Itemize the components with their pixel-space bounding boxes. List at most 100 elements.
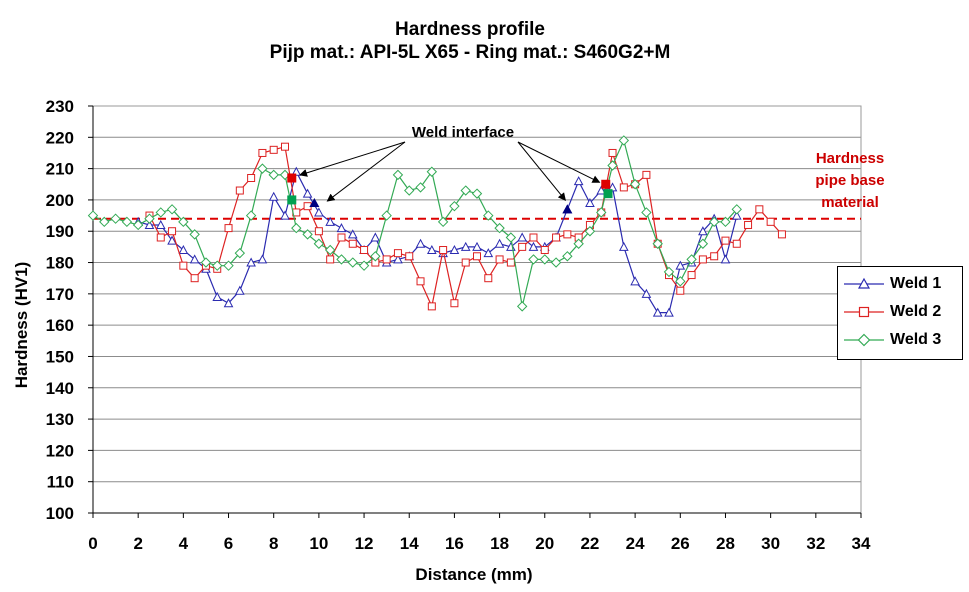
data-point-weld-3 [539, 254, 550, 265]
chart-title: Hardness profile [395, 19, 545, 40]
data-point-weld-3 [178, 216, 189, 228]
data-point-weld-2 [755, 205, 764, 214]
data-point-weld-1 [641, 288, 652, 298]
data-point-weld-3 [336, 254, 347, 265]
data-point-weld-1 [664, 307, 674, 317]
data-point-weld-2 [744, 220, 753, 229]
x-tick-label-8: 8 [269, 534, 278, 553]
chart-title-block: Hardness profile Pijp mat.: API-5L X65 -… [0, 18, 940, 64]
data-point-weld-3 [607, 160, 618, 171]
data-point-weld-3 [404, 185, 415, 196]
y-tick-label-180: 180 [46, 254, 74, 273]
data-point-weld-2 [473, 252, 481, 261]
data-point-weld-1 [189, 254, 200, 264]
data-point-weld-3 [110, 213, 121, 224]
interface-point-weld-2 [601, 179, 611, 189]
data-point-weld-3 [324, 244, 336, 256]
data-point-weld-3 [584, 226, 596, 237]
data-point-weld-3 [268, 169, 279, 181]
data-point-weld-1 [144, 219, 155, 229]
data-point-weld-2 [721, 236, 730, 245]
weld-interface-annotation: Weld interface [299, 124, 601, 202]
data-point-weld-2 [563, 230, 572, 239]
data-point-weld-2 [484, 274, 493, 283]
data-point-weld-2 [427, 302, 436, 311]
data-point-weld-3 [87, 210, 99, 221]
data-point-weld-2 [405, 252, 414, 261]
x-tick-label-32: 32 [806, 534, 825, 553]
data-point-weld-3 [686, 254, 697, 265]
data-point-weld-3 [437, 216, 449, 228]
data-point-weld-2 [518, 242, 527, 251]
data-point-weld-2 [337, 233, 346, 242]
data-point-weld-3 [370, 251, 381, 262]
data-point-weld-1 [449, 244, 460, 255]
data-point-weld-2 [732, 239, 741, 248]
series-line-weld-2 [148, 145, 783, 309]
data-point-weld-2 [439, 246, 448, 255]
data-point-weld-1 [460, 241, 471, 251]
data-point-weld-1 [178, 244, 189, 255]
interface-point-weld-1 [309, 198, 320, 208]
x-tick-label-34: 34 [852, 534, 871, 553]
data-point-weld-3 [449, 200, 460, 212]
data-point-weld-2 [326, 255, 335, 264]
data-point-weld-1 [675, 260, 686, 270]
data-point-weld-1 [167, 235, 177, 245]
data-point-weld-1 [731, 210, 742, 220]
data-point-weld-2 [360, 246, 369, 255]
data-point-weld-3 [132, 219, 144, 231]
data-point-weld-1 [268, 191, 279, 201]
series-weld-2 [145, 142, 786, 311]
y-tick-label-100: 100 [46, 504, 74, 523]
series-layer [87, 135, 786, 317]
data-point-weld-2 [168, 227, 177, 236]
x-tick-label-0: 0 [88, 534, 97, 553]
legend-item-weld-2: Weld 2 [838, 301, 962, 323]
data-point-weld-1 [370, 232, 381, 242]
data-point-weld-3 [347, 257, 358, 268]
data-point-weld-3 [155, 207, 166, 218]
chart-subtitle: Pijp mat.: API-5L X65 - Ring mat.: S460G… [269, 42, 671, 63]
data-point-weld-3 [697, 238, 709, 249]
data-point-weld-1 [246, 257, 256, 267]
data-point-weld-2 [676, 286, 685, 295]
data-point-weld-1 [494, 238, 505, 248]
y-tick-label-230: 230 [46, 97, 74, 116]
data-point-weld-1 [630, 276, 640, 286]
data-point-weld-3 [663, 266, 675, 278]
data-point-weld-3 [528, 254, 539, 265]
data-point-weld-3 [189, 229, 200, 240]
series-weld-3 [87, 135, 742, 312]
grid-lines [93, 105, 861, 514]
data-point-weld-3 [505, 232, 517, 243]
legend-label-weld-2: Weld 2 [890, 303, 942, 320]
data-point-weld-1 [573, 176, 584, 186]
y-axis-label: Hardness (HV1) [12, 262, 31, 389]
data-point-weld-3 [731, 204, 742, 215]
data-point-weld-2 [393, 249, 402, 258]
data-point-weld-1 [618, 241, 629, 251]
data-point-weld-2 [461, 258, 470, 267]
data-point-weld-1 [347, 229, 358, 239]
y-tick-label-190: 190 [46, 222, 74, 241]
data-point-weld-1 [517, 232, 528, 242]
data-point-weld-2 [698, 255, 707, 264]
y-tick-label-220: 220 [46, 128, 74, 147]
data-point-weld-3 [121, 216, 133, 228]
data-point-weld-1 [720, 254, 731, 264]
data-point-weld-2 [529, 233, 538, 242]
data-point-weld-3 [494, 222, 505, 234]
plot-area [92, 105, 862, 514]
x-tick-label-14: 14 [400, 534, 419, 553]
legend-swatch-weld-1 [844, 277, 884, 289]
data-point-weld-2 [416, 277, 425, 286]
data-point-weld-3 [166, 204, 178, 215]
x-tick-label-16: 16 [445, 534, 464, 553]
legend-item-weld-1: Weld 1 [838, 273, 962, 295]
data-point-weld-3 [708, 216, 720, 228]
data-point-weld-3 [381, 210, 392, 221]
y-tick-label-200: 200 [46, 191, 74, 210]
data-point-weld-3 [223, 260, 234, 271]
